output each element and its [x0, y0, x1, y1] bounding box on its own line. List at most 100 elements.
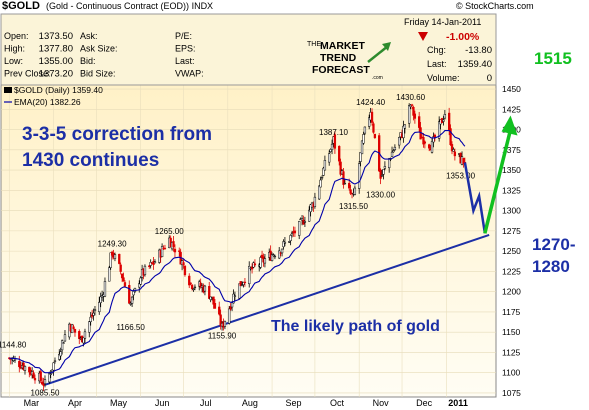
candle-body	[362, 134, 365, 144]
x-tick-label: Jun	[155, 398, 170, 408]
stat-value: 1377.80	[39, 44, 73, 55]
candle	[223, 320, 227, 330]
candle	[129, 301, 132, 306]
candle	[402, 120, 405, 143]
candle-body	[293, 230, 297, 234]
candle	[218, 301, 221, 316]
candle	[413, 110, 417, 124]
candle-body	[359, 152, 362, 162]
candle-body	[120, 273, 124, 279]
candle-body	[422, 137, 425, 145]
price-label: 1085.50	[31, 388, 60, 397]
candle	[293, 226, 297, 238]
candle	[13, 355, 17, 363]
candle-body	[382, 169, 385, 175]
candle	[78, 329, 81, 345]
projection-layer	[463, 115, 518, 234]
x-tick-label: May	[110, 398, 128, 408]
price-label: 1353.00	[446, 172, 475, 181]
candle-body	[283, 241, 287, 244]
trendline-layer	[44, 233, 490, 386]
price-label: 1249.30	[98, 240, 127, 249]
candle-body	[60, 340, 64, 351]
candle-body	[308, 209, 311, 222]
candle	[160, 243, 164, 258]
candle	[339, 158, 342, 177]
candle-body	[163, 247, 167, 250]
projected-path	[463, 162, 487, 234]
candle	[409, 103, 412, 110]
candle	[128, 280, 131, 304]
candle-body	[123, 282, 127, 287]
candle	[229, 303, 232, 311]
change-percent: -1.00%	[446, 31, 480, 43]
candle-body	[430, 141, 434, 153]
candle-body	[173, 248, 177, 253]
candle-body	[278, 250, 281, 259]
y-tick-label: 1325	[502, 185, 521, 195]
y-tick-label: 1375	[502, 145, 521, 155]
candle-body	[42, 382, 45, 386]
projected-arrow-line	[483, 129, 513, 234]
candle	[349, 184, 352, 196]
x-axis: Mar Apr May Jun Jul Aug Sep Oct Nov Dec 2011	[24, 398, 468, 408]
candle	[99, 292, 102, 308]
candle	[183, 265, 187, 277]
svg-text:MARKET: MARKET	[320, 40, 365, 52]
ticker-symbol: $GOLD	[2, 0, 40, 12]
candles	[8, 103, 467, 392]
price-label: 1155.90	[208, 331, 237, 340]
candle-body	[129, 303, 132, 305]
x-tick-label: 2011	[448, 398, 468, 408]
candle-body	[182, 262, 185, 265]
candle	[453, 148, 457, 161]
correction-annotation: 3-3-5 correction from 1430 continues	[22, 124, 217, 171]
candle	[450, 141, 454, 155]
candle	[443, 110, 447, 120]
candle	[390, 146, 394, 157]
candle	[379, 168, 382, 185]
legend: $GOLD (Daily) 1359.40 EMA(20) 1382.26	[4, 85, 103, 107]
candle-body	[33, 378, 37, 381]
candle	[123, 280, 127, 287]
candle-body	[239, 281, 242, 287]
candle-body	[402, 125, 405, 139]
candle	[62, 342, 65, 344]
candle	[383, 161, 387, 171]
candle-body	[318, 185, 321, 200]
candle	[118, 253, 121, 265]
candle-body	[428, 144, 431, 149]
candle-body	[178, 250, 181, 252]
candle-body	[380, 174, 384, 177]
candle	[92, 308, 95, 321]
candle-body	[219, 314, 222, 326]
legend-main: $GOLD (Daily) 1359.40	[14, 85, 103, 95]
candle	[328, 150, 331, 166]
x-tick-label: Apr	[68, 398, 82, 408]
candle-body	[452, 149, 455, 152]
svg-text:FORECAST: FORECAST	[312, 64, 370, 76]
candle-body	[450, 144, 454, 152]
candle-body	[412, 107, 415, 116]
candle-body	[413, 113, 417, 119]
candle	[412, 105, 415, 121]
candle	[58, 349, 61, 361]
candle	[243, 277, 247, 287]
candle-body	[240, 284, 244, 286]
last-value: 1359.40	[458, 59, 492, 70]
candle	[333, 130, 337, 154]
candle	[119, 262, 122, 275]
candle	[32, 370, 35, 379]
candle-body	[408, 105, 411, 124]
candle-body	[273, 255, 277, 258]
stat-label: VWAP:	[175, 69, 204, 79]
candle-body	[103, 281, 107, 297]
candle	[39, 368, 42, 384]
chg-value: -13.80	[465, 45, 492, 56]
candle	[343, 179, 347, 185]
candle	[233, 291, 237, 302]
candle-body	[18, 360, 21, 368]
stat-label: Last:	[175, 56, 195, 66]
candle-body	[250, 266, 254, 270]
candle	[392, 149, 395, 153]
